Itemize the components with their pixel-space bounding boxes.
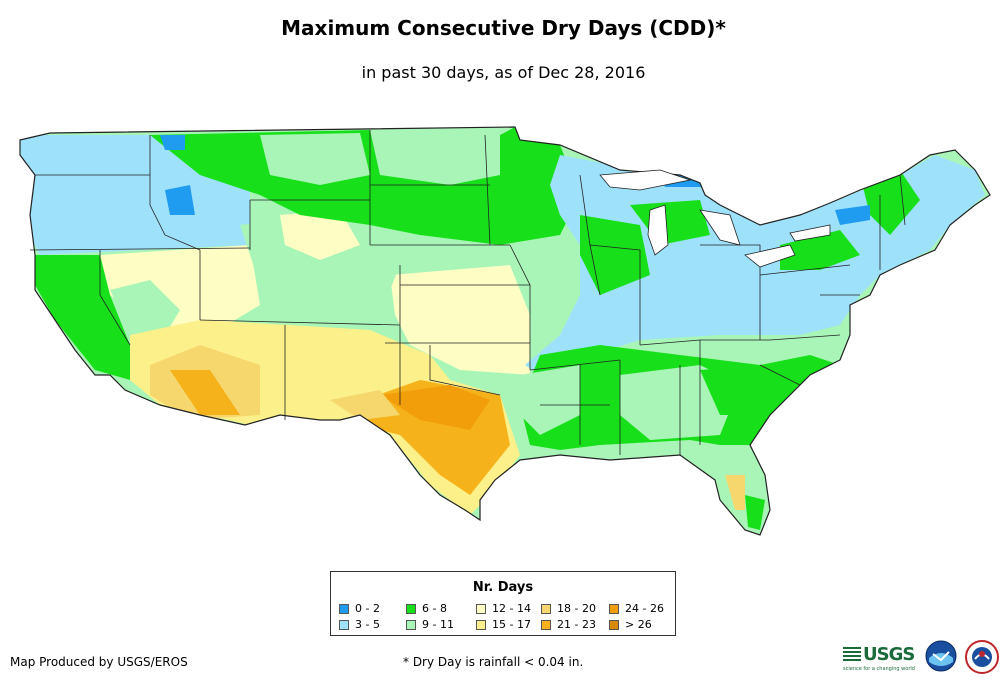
legend-item: 6 - 8 bbox=[406, 602, 447, 615]
legend-swatch bbox=[406, 619, 416, 630]
legend-swatch bbox=[609, 619, 619, 630]
legend-item: 18 - 20 bbox=[541, 602, 596, 615]
legend-label: 15 - 17 bbox=[492, 618, 531, 631]
legend-swatch bbox=[609, 603, 619, 614]
legend-swatch bbox=[541, 619, 551, 630]
country-outline bbox=[19, 126, 991, 536]
dry-day-footnote: * Dry Day is rainfall < 0.04 in. bbox=[403, 655, 584, 669]
legend-swatch bbox=[476, 603, 486, 614]
legend: Nr. Days 0 - 2 3 - 5 6 - 8 9 - 11 12 - 1… bbox=[330, 571, 676, 636]
map-subtitle: in past 30 days, as of Dec 28, 2016 bbox=[361, 63, 646, 82]
legend-label: > 26 bbox=[625, 618, 652, 631]
legend-label: 24 - 26 bbox=[625, 602, 664, 615]
usgs-logo-text: USGS bbox=[863, 644, 915, 665]
legend-swatch bbox=[541, 603, 551, 614]
legend-item: 3 - 5 bbox=[339, 618, 380, 631]
us-dry-days-map bbox=[19, 126, 991, 536]
legend-item: > 26 bbox=[609, 618, 652, 631]
usgs-wave-icon bbox=[843, 647, 861, 661]
legend-item: 24 - 26 bbox=[609, 602, 664, 615]
legend-swatch bbox=[476, 619, 486, 630]
usgs-tagline: science for a changing world bbox=[843, 666, 915, 672]
map-credit: Map Produced by USGS/EROS bbox=[10, 655, 188, 669]
nws-logo-icon bbox=[965, 640, 999, 674]
great-lakes bbox=[599, 169, 831, 268]
legend-label: 18 - 20 bbox=[557, 602, 596, 615]
legend-label: 12 - 14 bbox=[492, 602, 531, 615]
legend-item: 15 - 17 bbox=[476, 618, 531, 631]
legend-item: 21 - 23 bbox=[541, 618, 596, 631]
legend-label: 3 - 5 bbox=[355, 618, 380, 631]
agency-logos: USGS science for a changing world bbox=[843, 640, 1003, 676]
legend-item: 9 - 11 bbox=[406, 618, 454, 631]
legend-label: 9 - 11 bbox=[422, 618, 454, 631]
legend-title: Nr. Days bbox=[472, 580, 534, 595]
legend-label: 0 - 2 bbox=[355, 602, 380, 615]
map-title: Maximum Consecutive Dry Days (CDD)* bbox=[281, 16, 726, 40]
legend-swatch bbox=[339, 603, 349, 614]
legend-item: 12 - 14 bbox=[476, 602, 531, 615]
map-fill-layer bbox=[20, 127, 990, 535]
legend-swatch bbox=[339, 619, 349, 630]
state-borders bbox=[29, 130, 906, 455]
legend-label: 6 - 8 bbox=[422, 602, 447, 615]
legend-swatch bbox=[406, 603, 416, 614]
usgs-logo: USGS bbox=[843, 644, 915, 665]
legend-item: 0 - 2 bbox=[339, 602, 380, 615]
legend-label: 21 - 23 bbox=[557, 618, 596, 631]
noaa-logo-icon bbox=[925, 640, 957, 672]
